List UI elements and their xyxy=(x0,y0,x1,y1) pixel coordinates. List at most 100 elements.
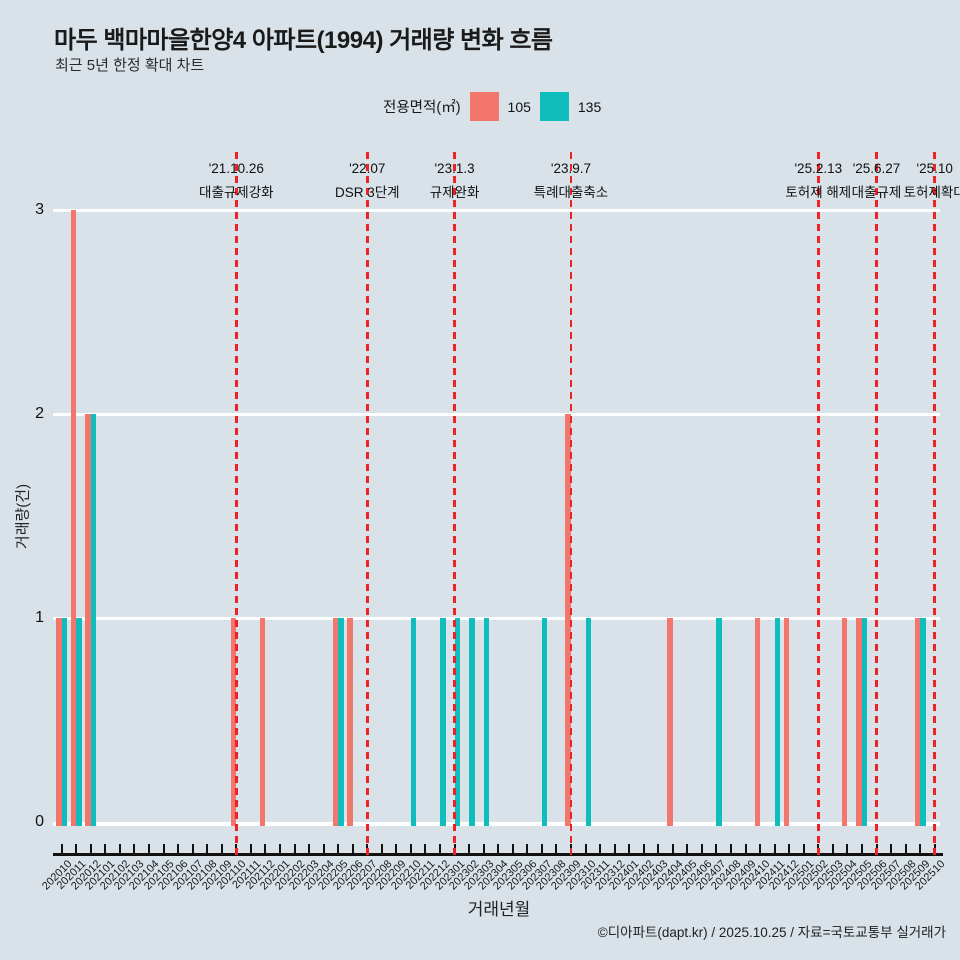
x-tick-202102 xyxy=(118,844,121,853)
x-tick-202407 xyxy=(715,844,718,853)
x-tick-202403 xyxy=(657,844,660,853)
event-line-202506 xyxy=(875,152,878,856)
gridline-y1 xyxy=(53,616,940,620)
event-date-202207: '22.07 xyxy=(349,161,386,176)
bar-135-202212 xyxy=(440,618,446,826)
bar-105-202309 xyxy=(565,414,571,826)
x-tick-202105 xyxy=(162,844,165,853)
event-label-202110: 대출규제강화 xyxy=(199,185,274,200)
x-tick-202401 xyxy=(628,844,631,853)
x-tick-202312 xyxy=(613,844,616,853)
x-tick-202508 xyxy=(904,844,907,853)
x-tick-202504 xyxy=(846,844,849,853)
bar-135-202411 xyxy=(774,618,781,826)
event-label-202309: 특례대출축소 xyxy=(533,185,609,200)
x-tick-202507 xyxy=(890,844,893,853)
x-tick-202501 xyxy=(802,844,805,853)
bar-105-202206 xyxy=(347,618,353,826)
legend-items: 105 135 xyxy=(469,92,602,121)
legend-swatch-135 xyxy=(539,92,569,121)
event-date-202301: '23.1.3 xyxy=(434,161,475,176)
event-line-202301 xyxy=(453,152,456,856)
gridline-y0 xyxy=(53,822,940,826)
x-tick-202202 xyxy=(293,844,296,853)
event-line-202309 xyxy=(569,152,573,856)
x-tick-202206 xyxy=(351,844,354,853)
bar-105-202412 xyxy=(783,618,790,826)
x-tick-202201 xyxy=(278,844,281,853)
event-line-202207 xyxy=(366,152,369,856)
x-tick-202505 xyxy=(860,844,863,853)
page-subtitle: 최근 5년 한정 확대 차트 xyxy=(55,57,205,74)
bar-105-202404 xyxy=(667,618,673,826)
x-tick-202111 xyxy=(249,844,252,853)
x-tick-202406 xyxy=(700,844,703,853)
x-tick-202305 xyxy=(511,844,514,853)
x-tick-202209 xyxy=(395,844,398,853)
event-date-202502: '25.2.13 xyxy=(794,161,843,176)
event-label-202502: 토허제 해제 xyxy=(785,185,852,200)
bar-135-202010 xyxy=(61,618,68,826)
x-tick-202212 xyxy=(439,844,441,853)
x-tick-202011 xyxy=(75,844,78,853)
x-tick-202106 xyxy=(177,844,180,853)
x-tick-202108 xyxy=(206,844,209,853)
bar-135-202302 xyxy=(469,618,475,826)
bar-105-202010 xyxy=(56,618,62,826)
bar-135-202012 xyxy=(90,414,97,826)
bar-105-202205 xyxy=(332,618,339,826)
x-tick-202405 xyxy=(686,844,689,853)
x-tick-202307 xyxy=(540,844,543,853)
legend-label-135: 135 xyxy=(577,98,602,115)
event-date-202309: '23.9.7 xyxy=(550,161,591,176)
x-tick-202210 xyxy=(409,844,412,853)
x-tick-202302 xyxy=(468,844,471,853)
bar-135-202509 xyxy=(920,618,926,826)
footer-credit: ©디아파트(dapt.kr) / 2025.10.25 / 자료=국토교통부 실… xyxy=(597,925,946,940)
x-axis-title: 거래년월 xyxy=(467,900,531,919)
x-tick-202304 xyxy=(497,844,500,853)
x-tick-202012 xyxy=(89,844,92,853)
event-line-202510 xyxy=(933,152,936,856)
x-tick-202104 xyxy=(148,844,150,853)
x-tick-202306 xyxy=(526,844,529,853)
bar-135-202303 xyxy=(483,618,490,826)
x-axis-line xyxy=(53,853,943,856)
bar-105-202505 xyxy=(856,618,862,826)
x-tick-202412 xyxy=(788,844,791,853)
x-tick-202402 xyxy=(642,844,645,853)
x-tick-202204 xyxy=(322,844,325,853)
x-tick-202303 xyxy=(482,844,485,853)
gridline-y3 xyxy=(53,208,940,212)
page-title: 마두 백마마을한양4 아파트(1994) 거래량 변화 흐름 xyxy=(54,27,553,54)
bar-105-202509 xyxy=(914,618,921,826)
bar-105-202112 xyxy=(259,618,266,826)
y-tick-label-1: 1 xyxy=(35,609,44,626)
bar-105-202410 xyxy=(754,618,761,826)
x-tick-202109 xyxy=(220,844,223,853)
event-line-202502 xyxy=(817,152,820,856)
x-tick-202410 xyxy=(759,844,762,853)
y-tick-label-3: 3 xyxy=(35,201,44,218)
x-tick-202107 xyxy=(191,844,194,853)
event-date-202510: '25.10 xyxy=(916,161,953,176)
bar-105-202012 xyxy=(85,414,91,826)
x-tick-202310 xyxy=(584,844,587,853)
x-tick-202404 xyxy=(671,844,674,853)
gridline-y2 xyxy=(53,412,940,416)
bar-135-202310 xyxy=(585,618,591,826)
x-tick-202112 xyxy=(264,844,267,853)
bar-105-202110 xyxy=(230,618,237,826)
x-tick-202208 xyxy=(380,844,383,853)
bar-135-202205 xyxy=(338,618,344,826)
y-axis-title: 거래량(건) xyxy=(14,483,32,550)
bar-135-202307 xyxy=(541,618,548,826)
x-tick-202203 xyxy=(308,844,311,853)
y-tick-label-2: 2 xyxy=(35,405,44,422)
event-label-202510: 토허제확대 xyxy=(903,185,960,200)
event-date-202110: '21.10.26 xyxy=(208,161,264,176)
x-tick-202205 xyxy=(337,844,340,853)
event-line-202110 xyxy=(235,152,238,856)
x-tick-202408 xyxy=(730,844,732,853)
event-label-202207: DSR 3단계 xyxy=(334,185,400,200)
